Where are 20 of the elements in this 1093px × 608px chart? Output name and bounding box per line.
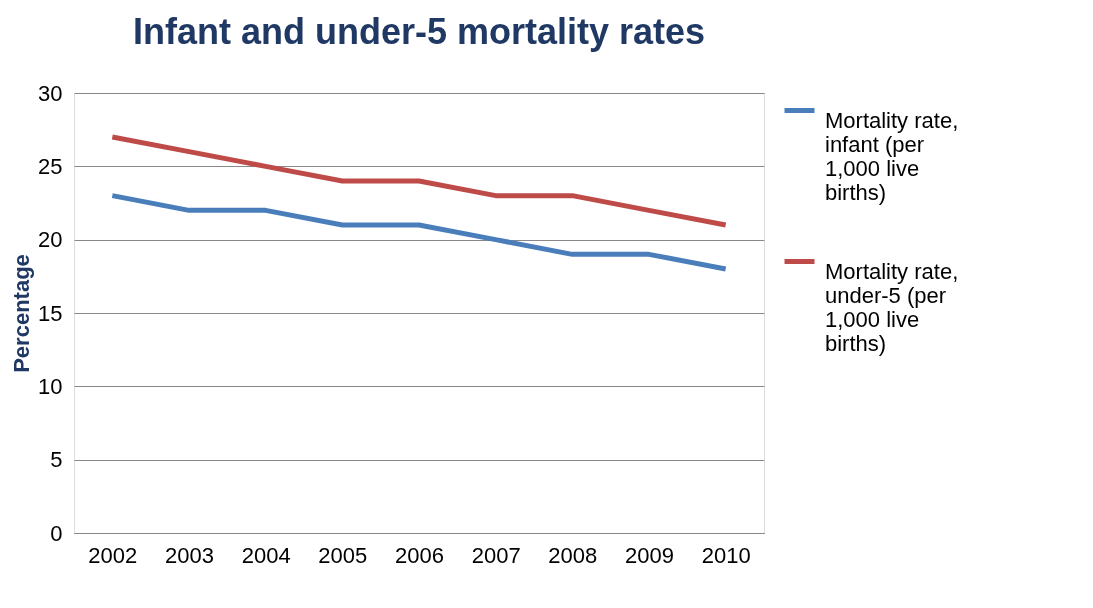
y-tick-label: 25: [38, 153, 63, 179]
x-tick-label: 2004: [241, 542, 291, 568]
y-tick-label: 15: [38, 300, 63, 326]
legend-label: Mortality rate, infant (per 1,000 live births): [825, 107, 959, 205]
x-tick-label: 2005: [318, 542, 368, 568]
y-tick-label: 20: [38, 227, 63, 253]
x-tick-label: 2009: [625, 542, 674, 568]
chart-title: Infant and under-5 mortality rates: [132, 11, 706, 52]
y-tick-label: 5: [50, 447, 63, 473]
legend-label: Mortality rate, under-5 (per 1,000 live births): [825, 258, 959, 356]
y-axis-title: Percentage: [9, 254, 35, 373]
x-tick-label: 2008: [548, 542, 598, 568]
y-tick-label: 0: [50, 520, 63, 546]
x-tick-label: 2007: [471, 542, 521, 568]
y-tick-label: 10: [38, 373, 63, 399]
x-tick-label: 2010: [701, 542, 751, 568]
x-tick-label: 2003: [165, 542, 214, 568]
y-tick-label: 30: [38, 80, 63, 106]
x-tick-label: 2002: [88, 542, 138, 568]
x-tick-label: 2006: [395, 542, 444, 568]
